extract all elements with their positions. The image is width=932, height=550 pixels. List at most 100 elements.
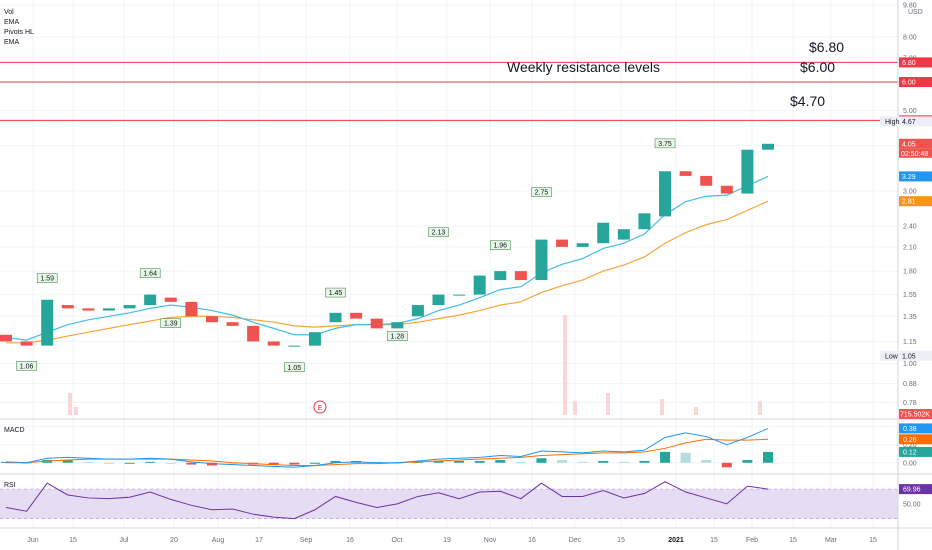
rsi-line [5, 481, 769, 520]
candle-body [514, 271, 527, 281]
price-tick-label: 1.80 [903, 269, 917, 276]
time-tick-label: 20 [170, 537, 178, 544]
macd-tag-bg [899, 423, 932, 434]
volume-bar [563, 315, 567, 415]
macd-histogram-bar [330, 460, 341, 463]
volume-bar [68, 393, 72, 415]
price-tick-label: 1.15 [903, 339, 917, 346]
candle-body [164, 297, 177, 302]
time-tick-label: Jun [27, 537, 38, 544]
tag-ema-fast-bg [899, 171, 932, 182]
macd-histogram-bar [598, 460, 609, 463]
tag-low-bg [880, 350, 932, 361]
candle-body [762, 143, 774, 150]
macd-histogram-bar [289, 462, 300, 465]
macd-histogram-bar [701, 460, 712, 463]
pivot-label: 1.05 [288, 365, 302, 372]
tag-ema-fast: 3.29 [902, 174, 916, 181]
rsi-tag-bg [899, 484, 932, 495]
time-tick-label: 15 [869, 537, 877, 544]
candle-body [391, 322, 404, 329]
candle-body [144, 294, 157, 306]
candle-body [411, 305, 424, 317]
macd-histogram-bar [474, 460, 485, 463]
tag-high-bg [880, 116, 932, 127]
macd-histogram-bar [660, 451, 671, 463]
volume-bar [606, 393, 610, 415]
time-tick-label: Mar [825, 537, 838, 544]
macd-histogram-bar [495, 460, 506, 463]
earnings-marker[interactable]: E [313, 400, 327, 414]
pivot-label-box [36, 273, 58, 283]
macd-tag: 0.26 [903, 437, 917, 444]
resistance-680-annotation: $6.80 [809, 39, 844, 55]
tag-last-price-bg [899, 138, 932, 149]
price-pane[interactable]: 1.06 1.59 1.39 1.64 1.05 1.45 1.28 2.13 1.96 2.75… [0, 0, 898, 528]
candle-body [617, 229, 630, 240]
candle-body [741, 149, 754, 194]
price-tick-label: 1.35 [903, 314, 917, 321]
pivot-label: 1.45 [329, 290, 343, 297]
volume-bar [758, 401, 762, 415]
tag-ema-slow-bg [899, 196, 932, 207]
pivot-label: 1.96 [493, 243, 507, 250]
pivot-label-box [325, 287, 346, 298]
candle-body [41, 299, 54, 346]
rsi-tick-label: 50.00 [903, 501, 921, 508]
candle-body [556, 239, 569, 247]
currency-label: USD [908, 9, 923, 16]
macd-tag: 0.12 [903, 449, 917, 456]
pivot-label-box [428, 227, 449, 237]
candle-body [247, 325, 260, 342]
macd-histogram-bar [680, 452, 691, 463]
macd-histogram-bar [557, 460, 568, 463]
pivot-label: 1.28 [390, 334, 404, 341]
time-tick-label: 15 [710, 537, 718, 544]
legend-ema-fast[interactable]: EMA [4, 19, 20, 26]
time-axis[interactable]: Jun 15 Jul 20 Aug 17 Sep 16 Oct 19 Nov 16 Dec 15 2021 1… [27, 537, 877, 544]
candlesticks [0, 143, 774, 347]
macd-legend[interactable]: MACD [4, 427, 25, 434]
time-tick-label: Jul [120, 537, 129, 544]
legend-vol[interactable]: Vol [4, 9, 14, 16]
time-tick-label: 15 [789, 537, 797, 544]
candle-body [20, 341, 33, 346]
macd-tick-label: 0.00 [903, 460, 917, 467]
time-tick-label: 15 [69, 537, 77, 544]
time-tick-label: Nov [484, 537, 497, 544]
candle-body [432, 294, 445, 306]
rsi-axis[interactable]: 50.00 69.96 [899, 484, 932, 508]
macd-histogram-bar [639, 460, 650, 463]
macd-histogram-bar [742, 460, 753, 463]
candle-body [308, 332, 321, 346]
macd-tag-bg [899, 434, 932, 445]
ema-fast-line [5, 175, 769, 341]
macd-axis[interactable]: 0.400.200.000.380.260.12 [899, 423, 932, 467]
candle-body [453, 294, 466, 296]
price-tags: 6.806.004.704.0502:50:483.292.81High4.67… [880, 57, 932, 419]
pivot-label-box [284, 362, 305, 373]
time-tick-label: 17 [255, 537, 263, 544]
tag-last-price: 4.05 [902, 141, 916, 148]
pivot-label-box [387, 331, 408, 341]
price-tick-label: 5.00 [903, 108, 917, 115]
tag-volume: 715.502K [900, 412, 930, 419]
time-tick-label: Feb [746, 537, 758, 544]
legend-pivots[interactable]: Pivots HL [4, 29, 34, 36]
pivot-label: 1.59 [40, 276, 54, 283]
earnings-marker-label: E [318, 405, 323, 412]
candle-body [597, 222, 610, 244]
time-tick-label: Dec [569, 537, 582, 544]
rsi-legend[interactable]: RSI [4, 482, 16, 489]
macd-tick-label: 0.20 [903, 442, 917, 449]
pivot-label: 1.39 [164, 321, 178, 328]
volume-bar [573, 401, 577, 415]
macd-histogram-bar [83, 461, 94, 463]
candle-body [700, 175, 713, 186]
rsi-pane[interactable]: RSI [0, 481, 898, 520]
rsi-tag: 69.96 [903, 487, 921, 494]
macd-pane[interactable]: MACD [0, 426, 898, 468]
legend-ema-slow[interactable]: EMA [4, 39, 20, 46]
macd-histogram-bar [577, 461, 588, 463]
